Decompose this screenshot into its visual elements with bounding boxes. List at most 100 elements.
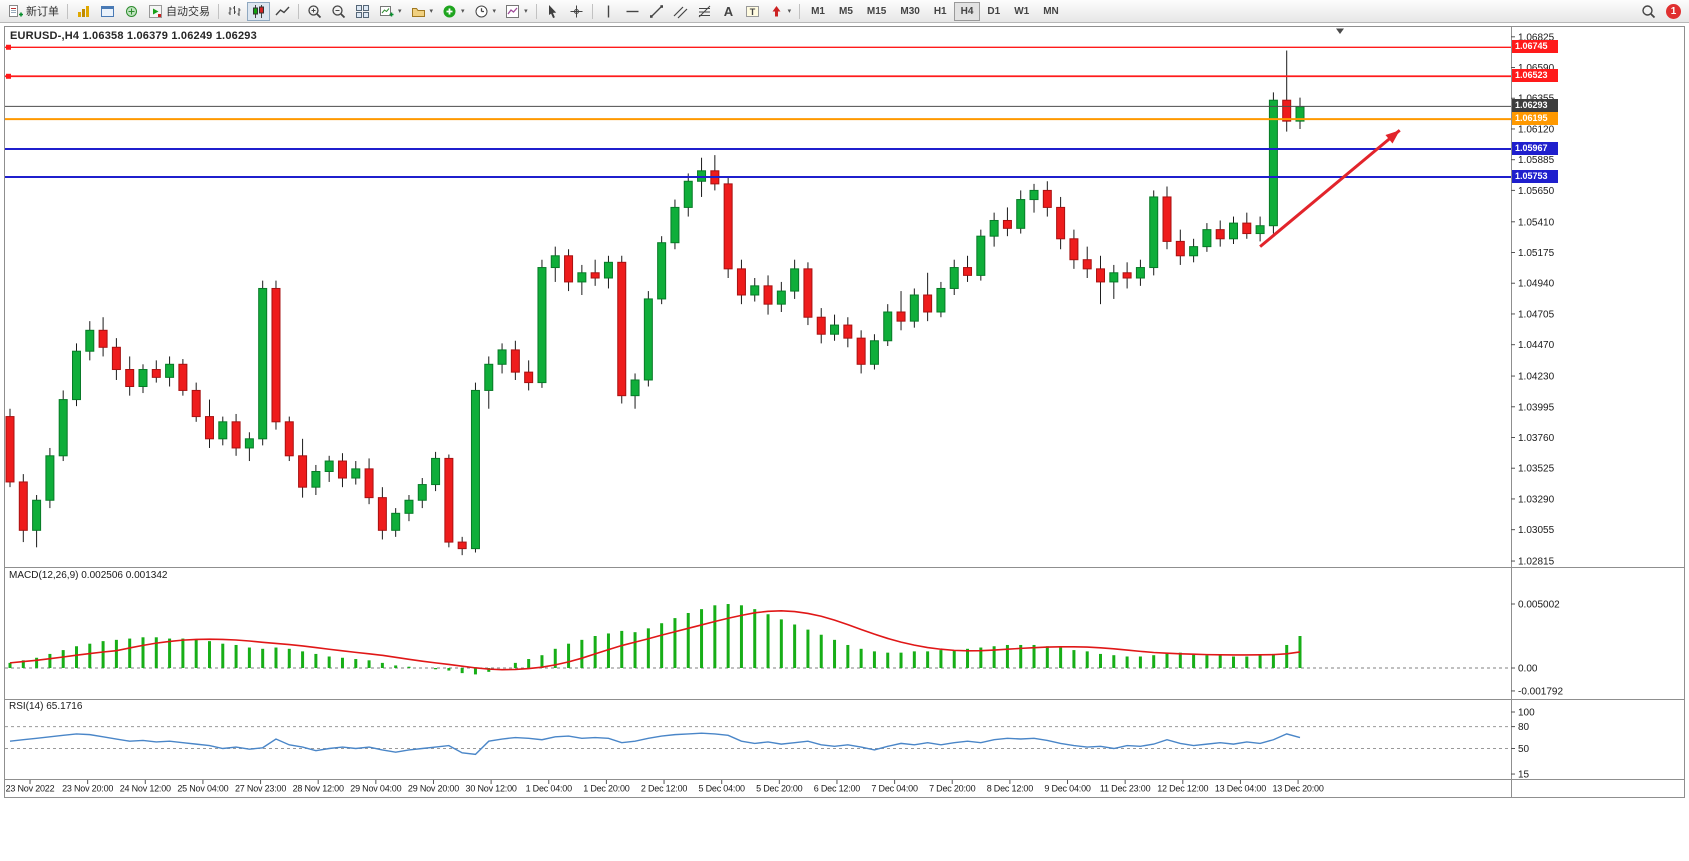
- vertical-line-button[interactable]: [597, 2, 620, 21]
- text-button[interactable]: A: [717, 2, 740, 21]
- line-chart-icon: [275, 6, 290, 15]
- autotrading-button[interactable]: 自动交易: [144, 2, 214, 21]
- time-axis-tick: 5 Dec 04:00: [699, 784, 746, 794]
- toolbar-separator: [67, 3, 68, 19]
- new-chart-button[interactable]: ▾: [375, 2, 406, 21]
- market-watch-button[interactable]: [72, 2, 95, 21]
- timeframe-M30[interactable]: M30: [893, 2, 926, 21]
- chart-shift-marker[interactable]: [1336, 28, 1344, 35]
- time-axis-tick: 9 Dec 04:00: [1044, 784, 1091, 794]
- zoom-out-button[interactable]: [327, 2, 350, 21]
- chevron-down-icon: ▾: [524, 7, 528, 15]
- crosshair-button[interactable]: [565, 2, 588, 21]
- arrows-button[interactable]: ▾: [765, 2, 796, 21]
- time-axis-tick: 2 Dec 12:00: [641, 784, 688, 794]
- price-axis-tick: 1.03055: [1518, 525, 1555, 536]
- price-line-label: 1.06523: [1512, 69, 1558, 83]
- timeframe-MN[interactable]: MN: [1036, 2, 1066, 21]
- macd-histogram: [8, 604, 1302, 675]
- data-window-button[interactable]: [96, 2, 119, 21]
- trend-arrow[interactable]: [1259, 129, 1401, 248]
- chevron-down-icon: ▾: [461, 7, 465, 15]
- channel-icon: [673, 6, 688, 18]
- new-order-icon: [9, 4, 23, 17]
- templates-icon: [506, 4, 520, 18]
- timeframe-W1[interactable]: W1: [1007, 2, 1036, 21]
- chevron-down-icon: ▾: [787, 7, 792, 15]
- zoom-in-button[interactable]: [303, 2, 326, 21]
- trendline-button[interactable]: [645, 2, 668, 21]
- search-button[interactable]: [1637, 2, 1660, 21]
- timeframe-H4[interactable]: H4: [953, 2, 981, 21]
- zoom-out-icon: [332, 4, 346, 18]
- time-axis-tick: 12 Dec 12:00: [1157, 784, 1208, 794]
- profiles-button[interactable]: ▾: [407, 2, 438, 21]
- fibonacci-button[interactable]: [693, 2, 716, 21]
- toolbar-separator: [591, 3, 593, 19]
- bar-chart-button[interactable]: [223, 2, 246, 21]
- periods-button[interactable]: ▾: [470, 2, 501, 21]
- macd-pane: [5, 604, 1511, 675]
- toolbar-separator: [218, 3, 219, 19]
- templates-button[interactable]: ▾: [501, 2, 532, 21]
- price-axis-tick: 1.06590: [1518, 63, 1555, 74]
- price-line-objects[interactable]: [5, 44, 1511, 178]
- time-axis-tick: 28 Nov 12:00: [293, 784, 344, 794]
- timeframe-D1[interactable]: D1: [980, 2, 1007, 21]
- time-axis-tick: 7 Dec 20:00: [929, 784, 976, 794]
- label-button[interactable]: T: [741, 2, 764, 21]
- new-order-button[interactable]: 新订单: [4, 2, 63, 21]
- timeframe-M15[interactable]: M15: [860, 2, 893, 21]
- rsi-scale[interactable]: 100 80 50 15: [1511, 708, 1535, 781]
- data-window-icon: [101, 5, 114, 17]
- candlestick-chart-icon: [253, 4, 264, 18]
- macd-scale-tick: 0.00: [1518, 664, 1538, 675]
- time-axis-tick: 7 Dec 04:00: [871, 784, 918, 794]
- market-watch-icon: [78, 5, 89, 17]
- autotrading-label: 自动交易: [166, 6, 210, 18]
- price-axis-tick: 1.04940: [1518, 279, 1555, 290]
- candlestick-chart-button[interactable]: [247, 1, 270, 21]
- navigator-button[interactable]: [120, 2, 143, 21]
- macd-scale[interactable]: 0.005002 0.00 -0.001792: [1511, 600, 1563, 698]
- vertical-line-icon: [607, 5, 609, 17]
- cursor-icon: [548, 4, 556, 18]
- tile-windows-button[interactable]: [351, 2, 374, 21]
- price-axis-tick: 1.03995: [1518, 402, 1555, 413]
- price-axis-tick: 1.02815: [1518, 557, 1555, 568]
- clock-icon: [475, 5, 488, 17]
- horizontal-line-button[interactable]: [621, 2, 644, 21]
- rsi-scale-tick: 50: [1518, 744, 1530, 755]
- price-line-label: 1.06745: [1512, 40, 1558, 54]
- time-axis-tick: 13 Dec 04:00: [1215, 784, 1266, 794]
- time-axis-tick: 29 Nov 20:00: [408, 784, 459, 794]
- price-axis-tick: 1.05885: [1518, 155, 1555, 166]
- price-axis-tick: 1.04470: [1518, 340, 1555, 351]
- chart-header: EURUSD-,H4 1.06358 1.06379 1.06249 1.062…: [10, 30, 257, 42]
- rsi-pane: [5, 726, 1511, 756]
- toolbar-separator: [298, 3, 299, 19]
- indicators-button[interactable]: ▾: [438, 2, 469, 21]
- notification-badge[interactable]: 1: [1666, 3, 1681, 19]
- autotrading-icon: [149, 4, 162, 18]
- timeframe-H1[interactable]: H1: [927, 2, 954, 21]
- indicators-icon: [443, 5, 456, 17]
- trendline-icon: [649, 4, 663, 18]
- profiles-icon: [411, 7, 425, 17]
- arrow-object-icon: [772, 5, 781, 16]
- current-price-label: 1.06293: [1512, 99, 1558, 113]
- price-axis-scale[interactable]: 1.06825 1.06590 1.06355 1.06120 1.05885 1.056…: [1511, 32, 1555, 568]
- chevron-down-icon: ▾: [429, 7, 434, 15]
- channel-button[interactable]: [669, 2, 692, 21]
- price-axis-tick: 1.03760: [1518, 433, 1555, 444]
- tile-windows-icon: [356, 4, 369, 18]
- time-axis[interactable]: 23 Nov 2022 23 Nov 20:00 24 Nov 12:00 25 No…: [6, 780, 1324, 794]
- cursor-button[interactable]: [541, 2, 564, 21]
- timeframe-M1[interactable]: M1: [804, 2, 832, 21]
- time-axis-tick: 24 Nov 12:00: [120, 784, 171, 794]
- time-axis-tick: 8 Dec 12:00: [987, 784, 1034, 794]
- line-chart-button[interactable]: [271, 2, 294, 21]
- timeframe-M5[interactable]: M5: [832, 2, 860, 21]
